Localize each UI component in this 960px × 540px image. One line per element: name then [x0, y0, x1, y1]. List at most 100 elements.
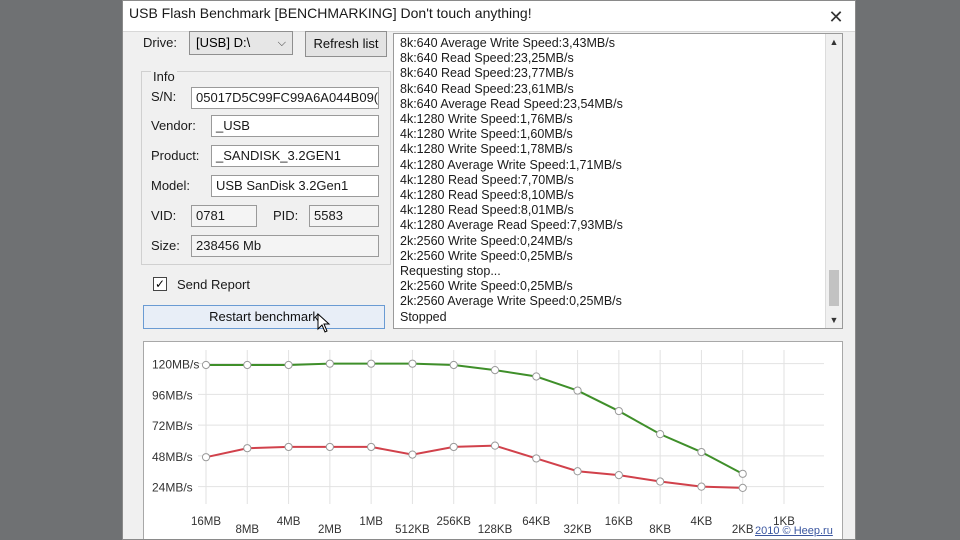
x-tick-label: 64KB	[522, 516, 550, 528]
series-2-point	[284, 442, 293, 452]
checkmark-icon: ✓	[154, 277, 166, 291]
log-line: 4k:1280 Average Write Speed:1,71MB/s	[400, 157, 622, 172]
scroll-thumb[interactable]	[829, 270, 839, 306]
log-line: 4k:1280 Read Speed:8,10MB/s	[400, 188, 574, 203]
mouse-cursor-icon	[317, 313, 331, 333]
log-line: 2k:2560 Average Write Speed:0,25MB/s	[400, 294, 622, 309]
pid-label: PID:	[273, 208, 299, 223]
series-2-point	[449, 442, 458, 452]
vendor-field[interactable]: _USB	[211, 115, 379, 137]
series-1-point	[656, 430, 665, 439]
series-2-point	[408, 450, 417, 459]
log-line: 8k:640 Read Speed:23,77MB/s	[400, 66, 574, 81]
drive-label: Drive:	[143, 35, 177, 50]
vid-label: VID:	[151, 208, 177, 223]
series-1-point	[325, 359, 334, 368]
title-bar[interactable]: USB Flash Benchmark [BENCHMARKING] Don't…	[123, 1, 855, 32]
log-line: 8k:640 Read Speed:23,61MB/s	[400, 81, 574, 96]
x-tick-label: 32KB	[564, 524, 592, 536]
log-listbox[interactable]: 8k:640 Average Write Speed:3,43MB/s 8k:64…	[393, 33, 843, 329]
vid-field[interactable]: 0781	[191, 205, 257, 227]
restart-benchmark-button[interactable]: Restart benchmark	[143, 305, 385, 329]
size-label: Size:	[151, 238, 180, 253]
series-line-1	[206, 362, 744, 475]
x-tick-label: 4MB	[277, 516, 301, 528]
info-group	[141, 71, 391, 265]
product-label: Product:	[151, 148, 200, 163]
speed-chart-svg: 120MB/s 96MB/s 72MB/s 48MB/s 24MB/s 16MB 8MB 4M…	[152, 350, 824, 536]
x-tick-label: 16KB	[605, 516, 633, 528]
series-1-point	[573, 386, 582, 395]
log-line: 4k:1280 Write Speed:1,78MB/s	[400, 142, 573, 157]
log-line: Stopped	[400, 309, 447, 324]
drive-select[interactable]: [USB] D:\ ⌵	[189, 31, 293, 55]
window-title: USB Flash Benchmark [BENCHMARKING] Don't…	[129, 5, 532, 21]
series-line-2	[205, 444, 743, 489]
log-line: 4k:1280 Read Speed:7,70MB/s	[400, 172, 574, 187]
series-1-point	[367, 359, 376, 368]
sn-label: S/N:	[151, 89, 177, 104]
send-report-label: Send Report	[177, 277, 250, 292]
benchmark-window: USB Flash Benchmark [BENCHMARKING] Don't…	[122, 0, 856, 540]
speed-chart: 120MB/s 96MB/s 72MB/s 48MB/s 24MB/s 16MB 8MB 4M…	[143, 341, 843, 539]
log-line: 8k:640 Average Read Speed:23,54MB/s	[400, 96, 623, 111]
series-2-point	[201, 453, 211, 462]
series-2-point	[532, 454, 541, 463]
scroll-down-icon[interactable]: ▼	[829, 315, 839, 325]
model-field[interactable]: USB SanDisk 3.2Gen1	[211, 175, 379, 197]
x-tick-label: 256KB	[436, 516, 471, 528]
log-line: 8k:640 Average Write Speed:3,43MB/s	[400, 36, 615, 50]
product-field[interactable]: _SANDISK_3.2GEN1	[211, 145, 379, 167]
x-tick-label: 512KB	[395, 524, 430, 536]
x-tick-label: 16MB	[191, 516, 221, 528]
y-tick-label: 120MB/s	[152, 358, 199, 372]
x-tick-label: 2KB	[732, 524, 754, 536]
log-line: 4k:1280 Read Speed:8,01MB/s	[400, 203, 574, 218]
series-2-point	[490, 441, 500, 450]
series-2-point	[738, 483, 747, 493]
log-line: 4k:1280 Write Speed:1,60MB/s	[400, 127, 573, 142]
log-line: 8k:640 Read Speed:23,25MB/s	[400, 51, 574, 66]
y-tick-label: 72MB/s	[152, 419, 193, 433]
series-2-point	[656, 477, 665, 486]
series-2-point	[367, 442, 376, 452]
close-icon[interactable]: ✕	[828, 7, 844, 27]
x-tick-label: 128KB	[478, 524, 513, 536]
log-line: 2k:2560 Write Speed:0,24MB/s	[400, 233, 573, 248]
x-tick-label: 8KB	[649, 524, 671, 536]
sn-field[interactable]: 05017D5C99FC99A6A044B09(	[191, 87, 379, 109]
y-tick-label: 24MB/s	[152, 481, 193, 495]
series-1-point	[408, 359, 417, 368]
model-label: Model:	[151, 178, 191, 193]
series-1-point	[532, 372, 541, 381]
info-group-label: Info	[151, 69, 177, 84]
log-line: 2k:2560 Write Speed:0,25MB/s	[400, 248, 573, 263]
chevron-down-icon: ⌵	[277, 37, 286, 49]
drive-selected-value: [USB] D:\	[196, 35, 251, 50]
send-report-checkbox[interactable]: ✓	[153, 277, 167, 291]
series-1-point	[449, 360, 458, 370]
refresh-list-button[interactable]: Refresh list	[305, 31, 387, 57]
log-scrollbar[interactable]: ▲ ▼	[825, 34, 842, 328]
series-2-point	[325, 442, 334, 452]
pid-field[interactable]: 5583	[309, 205, 379, 227]
log-lines: 8k:640 Average Write Speed:3,43MB/s 8k:64…	[400, 36, 820, 325]
series-1-point	[738, 469, 747, 478]
series-1-point	[243, 360, 252, 370]
series-1-point	[284, 360, 293, 370]
size-field[interactable]: 238456 Mb	[191, 235, 379, 257]
y-tick-label: 96MB/s	[152, 388, 193, 402]
log-line: 4k:1280 Write Speed:1,76MB/s	[400, 112, 573, 127]
log-line: Requesting stop...	[400, 264, 501, 279]
scroll-up-icon[interactable]: ▲	[829, 37, 839, 47]
x-tick-label: 4KB	[691, 516, 713, 528]
series-2-point	[243, 444, 252, 453]
credit-link[interactable]: 2010 © Heep.ru	[755, 525, 833, 537]
x-tick-label: 2MB	[318, 524, 342, 536]
series-1-point	[201, 360, 211, 370]
series-1-point	[614, 406, 623, 416]
series-2-point	[614, 471, 623, 480]
log-line: 4k:1280 Average Read Speed:7,93MB/s	[400, 218, 623, 233]
series-1-point	[490, 365, 500, 375]
series-2-point	[573, 467, 582, 476]
